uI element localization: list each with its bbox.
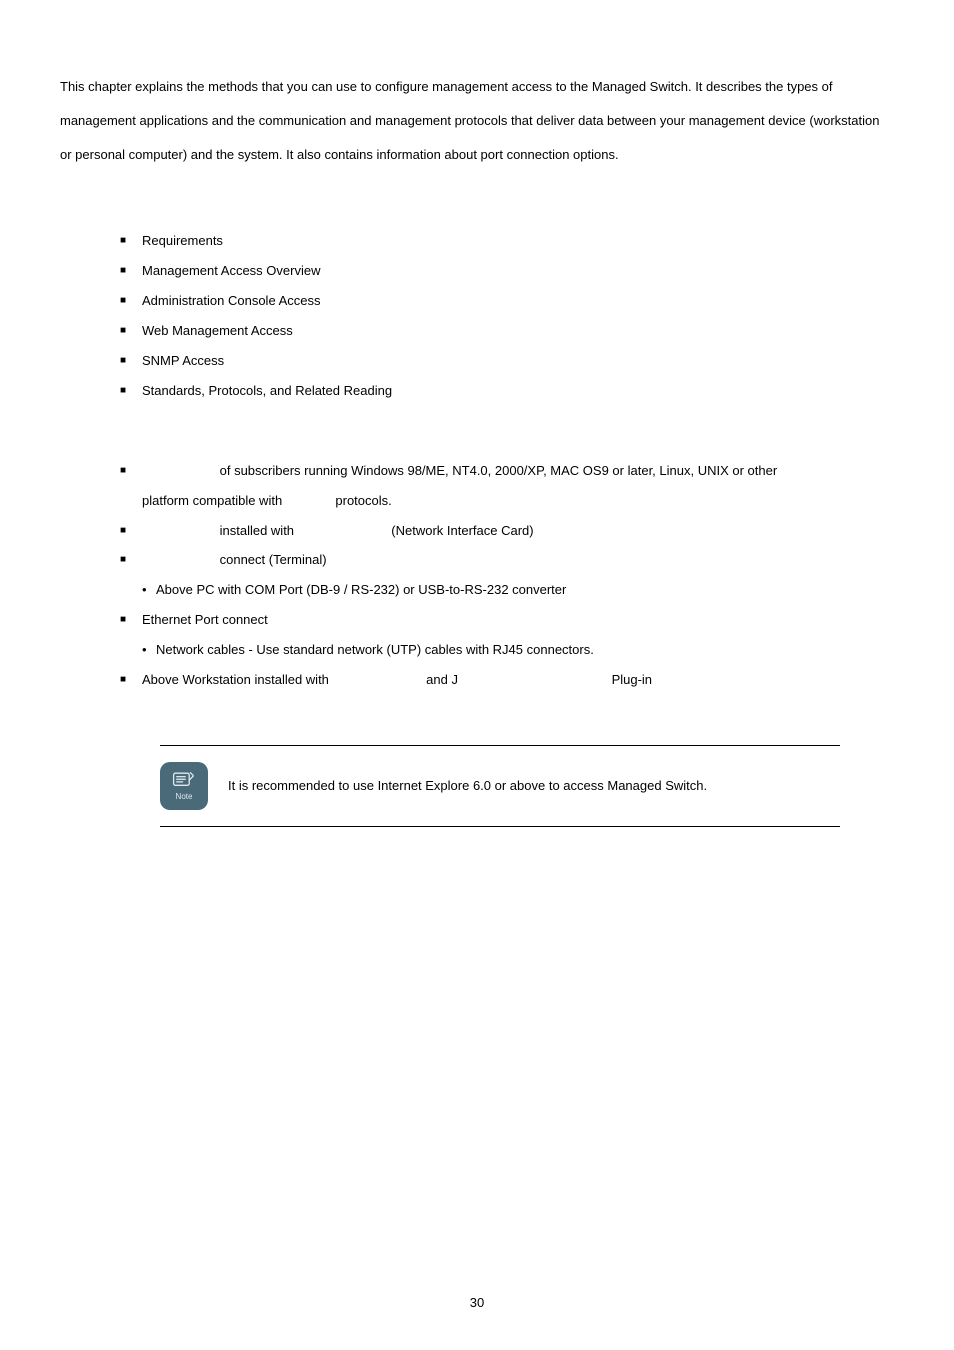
- req-item: Ethernet Port connect Network cables - U…: [120, 605, 894, 665]
- req-text: (Network Interface Card): [388, 523, 534, 538]
- page-number: 30: [0, 1295, 954, 1310]
- note-icon: Note: [160, 762, 208, 810]
- req-text: installed with: [216, 523, 298, 538]
- req-text: of subscribers running Windows 98/ME, NT…: [216, 463, 777, 478]
- requirements-list: of subscribers running Windows 98/ME, NT…: [60, 456, 894, 695]
- req-sublist: Above PC with COM Port (DB-9 / RS-232) o…: [142, 575, 894, 605]
- req-item: installed with (Network Interface Card): [120, 516, 894, 546]
- req-text: Ethernet Port connect: [142, 612, 268, 627]
- topics-list: Requirements Management Access Overview …: [60, 226, 894, 405]
- note-text: It is recommended to use Internet Explor…: [228, 778, 707, 793]
- req-item: of subscribers running Windows 98/ME, NT…: [120, 456, 894, 516]
- req-text: platform compatible with: [142, 493, 286, 508]
- req-subitem: Above PC with COM Port (DB-9 / RS-232) o…: [142, 575, 894, 605]
- req-text: Above Workstation installed with: [142, 672, 333, 687]
- req-subitem: Network cables - Use standard network (U…: [142, 635, 894, 665]
- req-text: Plug-in: [608, 672, 652, 687]
- topic-item: Web Management Access: [120, 316, 894, 346]
- note-label: Note: [176, 792, 193, 801]
- topic-item: Standards, Protocols, and Related Readin…: [120, 376, 894, 406]
- topic-item: Management Access Overview: [120, 256, 894, 286]
- topic-item: Requirements: [120, 226, 894, 256]
- req-text: and J: [423, 672, 458, 687]
- note-block: Note It is recommended to use Internet E…: [160, 745, 840, 827]
- req-item: connect (Terminal) Above PC with COM Por…: [120, 545, 894, 605]
- req-text: connect (Terminal): [216, 552, 327, 567]
- req-item: Above Workstation installed with and J P…: [120, 665, 894, 695]
- req-sublist: Network cables - Use standard network (U…: [142, 635, 894, 665]
- req-text: protocols.: [332, 493, 392, 508]
- intro-paragraph: This chapter explains the methods that y…: [60, 70, 894, 171]
- topic-item: SNMP Access: [120, 346, 894, 376]
- topic-item: Administration Console Access: [120, 286, 894, 316]
